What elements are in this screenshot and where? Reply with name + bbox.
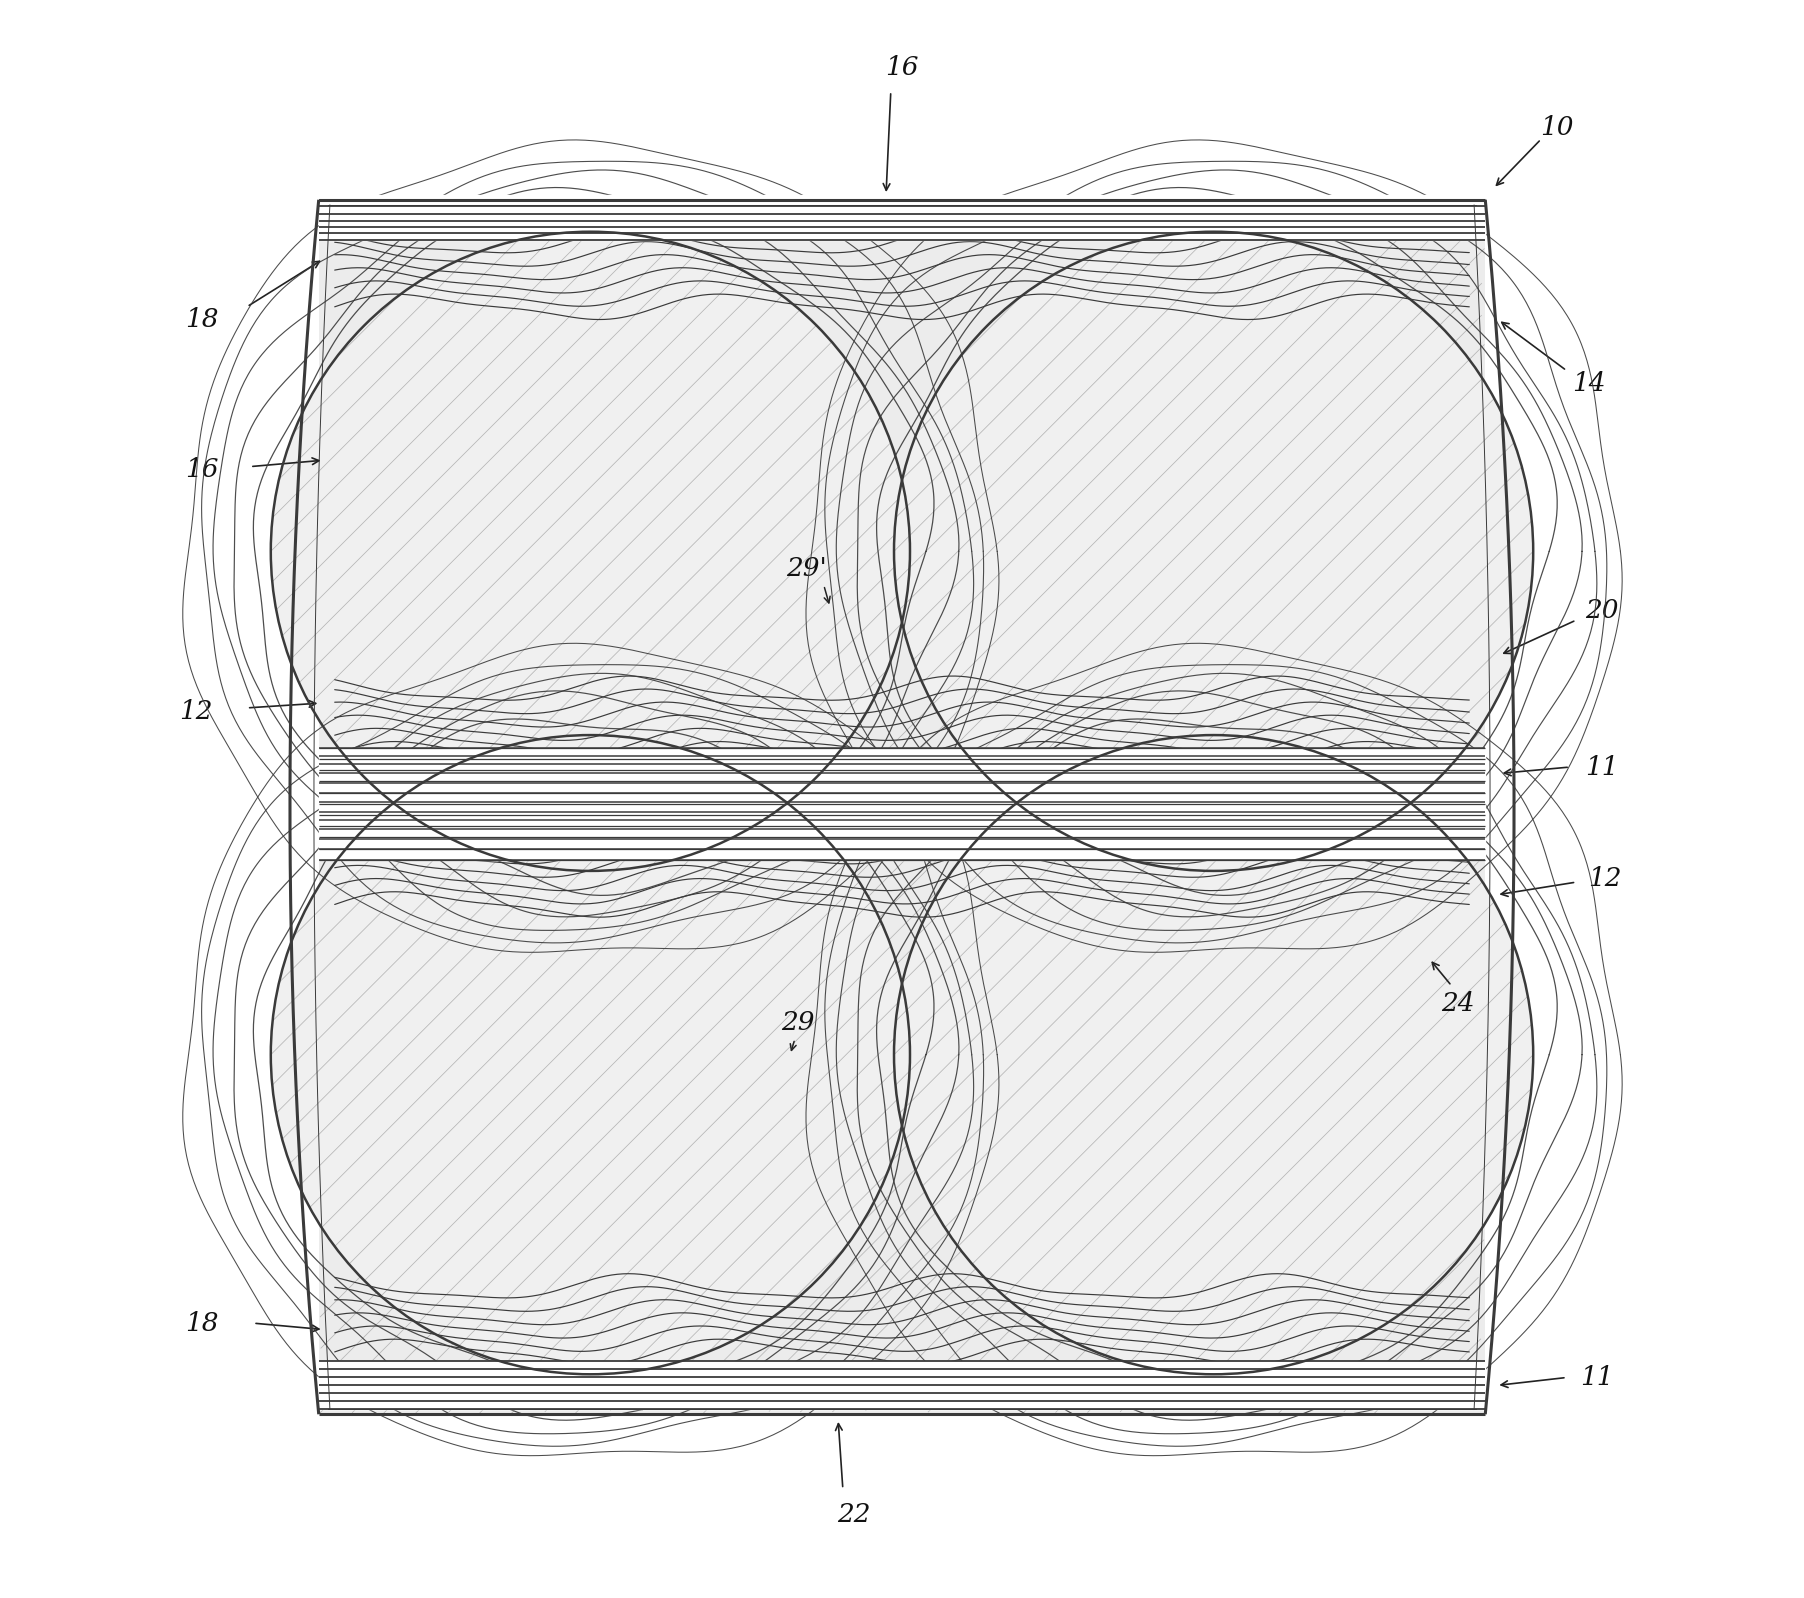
- Text: 18: 18: [186, 1310, 218, 1336]
- Text: 22: 22: [837, 1502, 871, 1528]
- Text: 12: 12: [1588, 866, 1622, 892]
- Text: 16: 16: [886, 54, 918, 80]
- Text: 12: 12: [179, 698, 213, 724]
- Text: 29: 29: [781, 1010, 815, 1036]
- Circle shape: [271, 232, 909, 871]
- Text: 10: 10: [1541, 115, 1573, 141]
- Circle shape: [895, 232, 1533, 871]
- Text: 16: 16: [186, 457, 218, 483]
- FancyBboxPatch shape: [319, 200, 1485, 1414]
- Circle shape: [895, 735, 1533, 1374]
- Text: 11: 11: [1580, 1365, 1615, 1390]
- Text: 29': 29': [787, 556, 826, 582]
- Circle shape: [271, 735, 909, 1374]
- Text: 14: 14: [1573, 371, 1606, 396]
- Text: 24: 24: [1441, 991, 1476, 1016]
- Text: 18: 18: [186, 307, 218, 332]
- Text: 20: 20: [1586, 598, 1618, 623]
- Text: 11: 11: [1586, 754, 1618, 780]
